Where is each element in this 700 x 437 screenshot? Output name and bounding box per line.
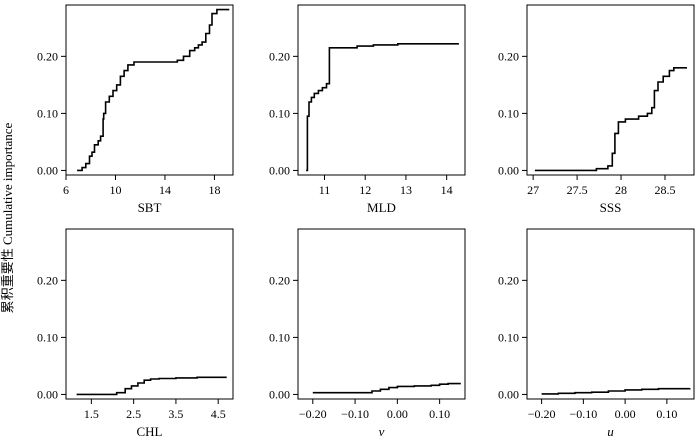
- x-tick-label: −0.20: [528, 407, 556, 421]
- plot-frame: [65, 4, 234, 176]
- x-tick-label: 0.10: [429, 407, 450, 421]
- y-tick-label: 0.10: [498, 106, 519, 120]
- y-tick-label: 0.00: [37, 387, 58, 401]
- plot-frame: [526, 4, 695, 176]
- x-axis-label: u: [607, 424, 614, 437]
- y-tick-label: 0.20: [269, 49, 290, 63]
- y-tick-label: 0.00: [498, 387, 519, 401]
- panel-2: 0.00 0.10 0.20 11 12 13 14 MLD: [269, 4, 466, 215]
- panel-6: 0.00 0.10 0.20 −0.20 −0.10 0.00 0.10 u: [498, 228, 695, 437]
- plot-frame: [526, 228, 695, 400]
- x-tick-label: 27.5: [567, 183, 588, 197]
- panel-3: 0.00 0.10 0.20 27 27.5 28 28.5 SSS: [498, 4, 695, 215]
- cumulative-importance-line: [541, 387, 691, 395]
- y-tick-label: 0.00: [269, 387, 290, 401]
- y-tick-label: 0.10: [37, 106, 58, 120]
- x-axis-label: MLD: [367, 200, 396, 215]
- x-axis-label: CHL: [137, 424, 163, 437]
- x-tick-label: 14: [159, 183, 171, 197]
- x-tick-label: 13: [400, 183, 412, 197]
- y-axis-label: 累积重要性 Cumulative importance: [0, 122, 15, 313]
- x-axis-label: SBT: [138, 200, 162, 215]
- y-tick-label: 0.00: [269, 163, 290, 177]
- x-tick-label: 6: [63, 183, 69, 197]
- x-tick-label: 0.00: [387, 407, 408, 421]
- x-axis-label: v: [379, 424, 385, 437]
- x-tick-label: 11: [319, 183, 331, 197]
- y-tick-label: 0.10: [269, 106, 290, 120]
- y-tick-label: 0.00: [37, 163, 58, 177]
- x-tick-label: −0.10: [569, 407, 597, 421]
- x-tick-label: 1.5: [84, 407, 99, 421]
- y-tick-label: 0.20: [37, 49, 58, 63]
- y-tick-label: 0.10: [269, 330, 290, 344]
- y-tick-label: 0.20: [498, 273, 519, 287]
- cumulative-importance-line: [312, 382, 461, 394]
- x-tick-label: 3.5: [168, 407, 183, 421]
- y-tick-label: 0.20: [37, 273, 58, 287]
- x-tick-label: 27: [527, 183, 539, 197]
- panel-4: 0.00 0.10 0.20 1.5 2.5 3.5 4.5 CHL: [37, 228, 234, 437]
- x-tick-label: 12: [359, 183, 371, 197]
- panel-5: 0.00 0.10 0.20 −0.20 −0.10 0.00 0.10 v: [269, 228, 466, 437]
- cumulative-importance-line: [306, 43, 459, 172]
- x-tick-label: −0.10: [341, 407, 369, 421]
- x-tick-label: 18: [208, 183, 220, 197]
- y-tick-label: 0.10: [37, 330, 58, 344]
- x-tick-label: −0.20: [299, 407, 327, 421]
- plot-frame: [297, 228, 466, 400]
- x-tick-label: 28.5: [654, 183, 675, 197]
- cumulative-importance-line: [77, 8, 230, 172]
- plot-frame: [297, 4, 466, 176]
- plot-frame: [65, 228, 234, 400]
- x-tick-label: 14: [441, 183, 453, 197]
- x-tick-label: 4.5: [211, 407, 226, 421]
- y-tick-label: 0.00: [498, 163, 519, 177]
- panel-1: 0.00 0.10 0.20 6 10 14 18 SBT: [37, 4, 234, 215]
- y-tick-label: 0.20: [269, 273, 290, 287]
- x-tick-label: 0.00: [615, 407, 636, 421]
- y-tick-label: 0.20: [498, 49, 519, 63]
- x-tick-label: 0.10: [656, 407, 677, 421]
- y-tick-label: 0.10: [498, 330, 519, 344]
- x-tick-label: 2.5: [126, 407, 141, 421]
- x-tick-label: 28: [615, 183, 627, 197]
- cumulative-importance-line: [534, 67, 687, 172]
- x-tick-label: 10: [109, 183, 121, 197]
- x-axis-label: SSS: [600, 200, 622, 215]
- cumulative-importance-line: [76, 376, 227, 396]
